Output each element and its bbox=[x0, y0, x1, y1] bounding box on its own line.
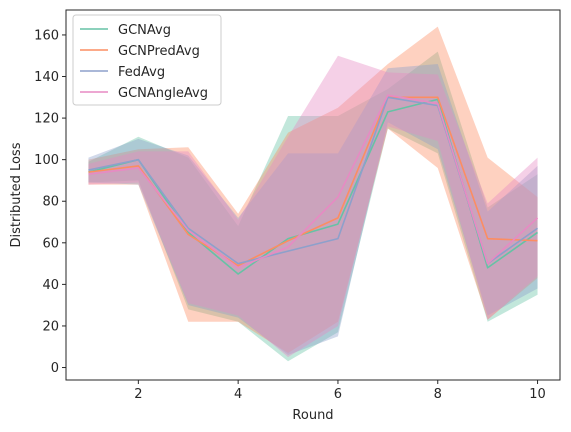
y-tick-label: 100 bbox=[34, 153, 59, 168]
legend-label-gcnangleavg: GCNAngleAvg bbox=[118, 86, 208, 101]
confidence-bands bbox=[88, 26, 538, 362]
legend-label-gcnavg: GCNAvg bbox=[118, 23, 171, 38]
y-axis: 0 20 40 60 80 100 120 140 160 bbox=[34, 28, 66, 376]
band-gcnpredavg bbox=[88, 26, 538, 353]
y-tick-label: 60 bbox=[42, 236, 59, 251]
legend: GCNAvg GCNPredAvg FedAvg GCNAngleAvg bbox=[72, 14, 222, 106]
band-gcnangleavg bbox=[88, 55, 538, 358]
x-tick-label: 2 bbox=[134, 387, 142, 402]
x-tick-label: 6 bbox=[334, 387, 342, 402]
legend-box bbox=[72, 14, 222, 106]
x-axis: 2 4 6 8 10 bbox=[134, 380, 546, 402]
x-tick-label: 10 bbox=[529, 387, 546, 402]
y-tick-label: 160 bbox=[34, 28, 59, 43]
line-gcnangleavg bbox=[88, 94, 539, 269]
series-lines bbox=[88, 94, 539, 275]
y-tick-label: 120 bbox=[34, 112, 59, 127]
x-tick-label: 8 bbox=[434, 387, 442, 402]
x-tick-label: 4 bbox=[234, 387, 242, 402]
y-tick-label: 40 bbox=[42, 278, 59, 293]
y-tick-label: 0 bbox=[51, 361, 59, 376]
x-axis-label: Round bbox=[292, 408, 333, 423]
band-fedavg bbox=[88, 64, 538, 356]
y-tick-label: 20 bbox=[42, 319, 59, 334]
band-gcnavg bbox=[88, 51, 538, 362]
y-tick-label: 140 bbox=[34, 70, 59, 85]
legend-label-fedavg: FedAvg bbox=[118, 65, 165, 80]
y-tick-label: 80 bbox=[42, 195, 59, 210]
legend-label-gcnpredavg: GCNPredAvg bbox=[118, 44, 200, 59]
plot-frame bbox=[65, 9, 561, 381]
y-axis-label: Distributed Loss bbox=[9, 142, 24, 247]
